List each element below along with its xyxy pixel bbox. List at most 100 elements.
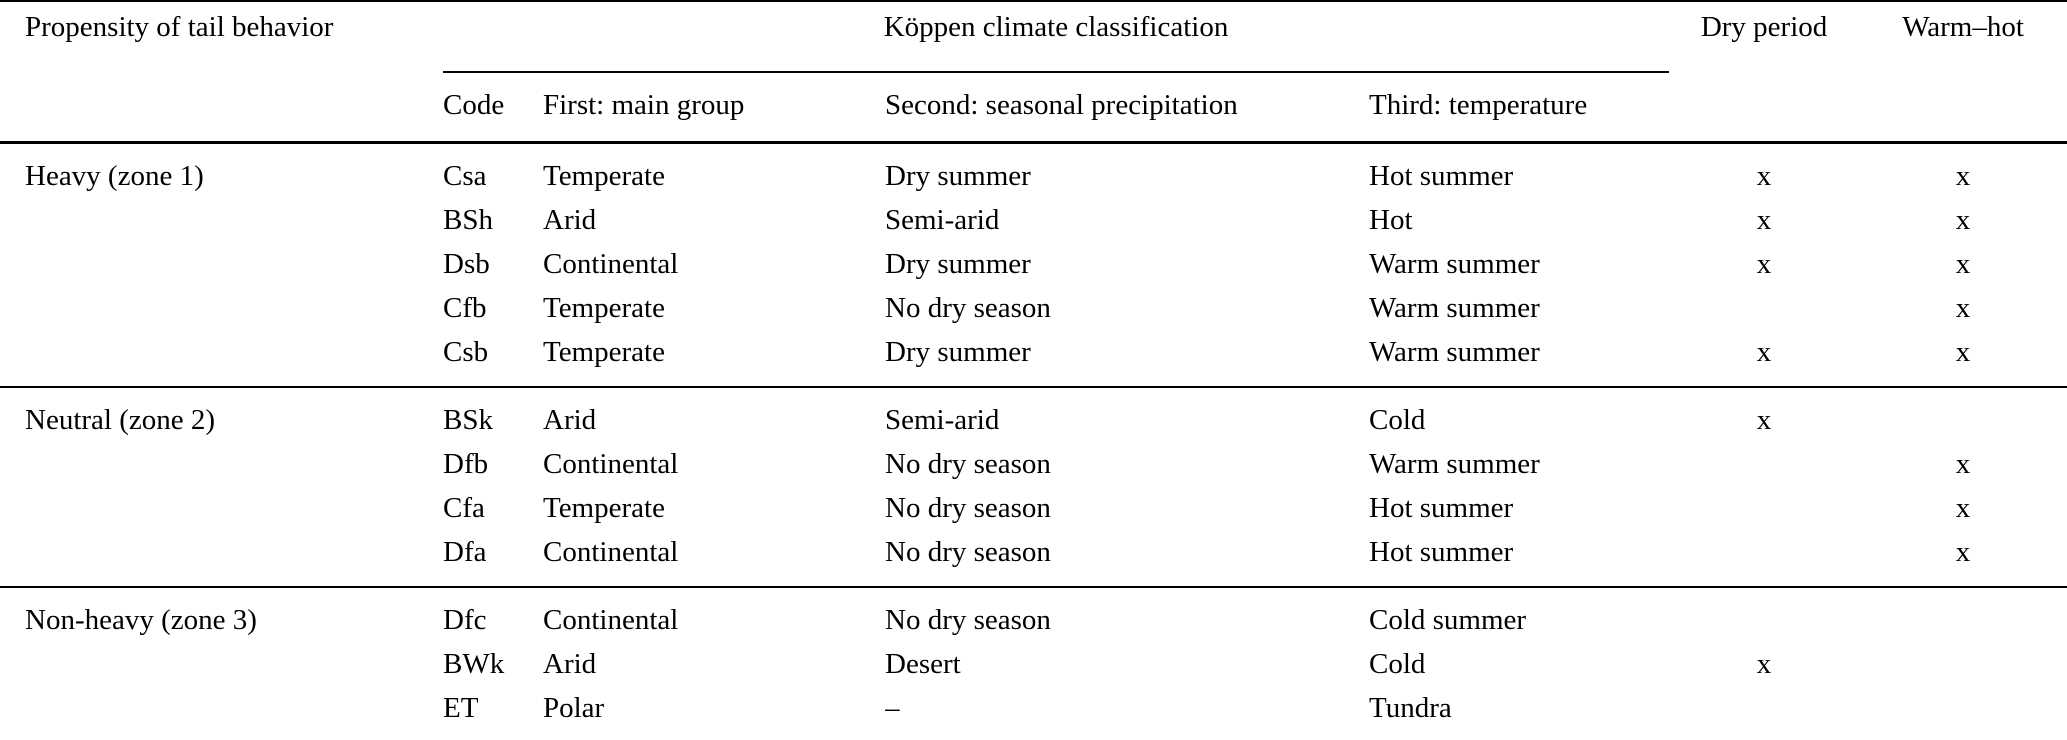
table-row: BWk Arid Desert Cold x — [0, 642, 2067, 686]
warm-hot-mark: x — [1955, 247, 1971, 280]
header-main-group: First: main group — [543, 72, 885, 144]
code-cell: BWk — [443, 647, 505, 680]
dry-period-mark: x — [1756, 335, 1772, 368]
main-group-cell: Arid — [543, 647, 597, 680]
warm-hot-mark — [1859, 642, 2067, 686]
main-group-cell: Temperate — [543, 335, 665, 368]
zone-label-cell — [0, 530, 443, 587]
dry-period-mark: x — [1669, 386, 1860, 442]
temperature-cell: Cold — [1369, 386, 1670, 442]
main-group-cell: Arid — [543, 386, 885, 442]
code-cell: ET — [443, 691, 479, 724]
code-cell: Cfb — [443, 291, 487, 324]
code-cell: Dfb — [443, 447, 489, 480]
dry-period-mark: x — [1756, 247, 1772, 280]
header-temperature: Third: temperature — [1369, 72, 1670, 144]
table-row: Csb Temperate Dry summer Warm summer x x — [0, 330, 2067, 387]
temperature-cell: Warm summer — [1369, 247, 1540, 280]
code-cell: BSh — [443, 203, 493, 236]
dry-period-mark: x — [1756, 647, 1772, 680]
table-row: Cfa Temperate No dry season Hot summer x — [0, 486, 2067, 530]
header-row-groups: Propensity of tail behavior Köppen clima… — [0, 1, 2067, 144]
temperature-cell: Hot summer — [1369, 535, 1514, 568]
code-cell: Dfc — [443, 586, 543, 642]
temperature-cell: Tundra — [1369, 691, 1452, 724]
temperature-cell: Cold summer — [1369, 586, 1670, 642]
dry-period-mark — [1669, 486, 1859, 530]
table-row: Dsb Continental Dry summer Warm summer x x — [0, 242, 2067, 286]
precipitation-cell: No dry season — [885, 586, 1369, 642]
warm-hot-mark: x — [1955, 203, 1971, 236]
zone-section: Neutral (zone 2) BSk Arid Semi-arid Cold x Dfb… — [0, 386, 2067, 587]
zone-label-cell — [0, 286, 443, 330]
dry-period-mark: x — [1756, 203, 1772, 236]
zone-label-cell — [0, 486, 443, 530]
zone-label-cell — [0, 242, 443, 286]
table-row: Non-heavy (zone 3) Dfc Continental No dry s… — [0, 586, 2067, 642]
dry-period-mark: x — [1756, 159, 1772, 192]
precipitation-cell: Desert — [885, 647, 961, 680]
warm-hot-mark: x — [1955, 447, 1971, 480]
zone-label-cell — [0, 642, 443, 686]
header-koppen-group: Köppen climate classification — [443, 1, 1670, 73]
main-group-cell: Polar — [543, 691, 605, 724]
temperature-cell: Warm summer — [1369, 447, 1540, 480]
precipitation-cell: Dry summer — [885, 159, 1031, 192]
zone-section: Non-heavy (zone 3) Dfc Continental No dry s… — [0, 586, 2067, 740]
table-row: Neutral (zone 2) BSk Arid Semi-arid Cold x — [0, 386, 2067, 442]
precipitation-cell: No dry season — [885, 447, 1051, 480]
main-group-cell: Temperate — [543, 159, 665, 192]
zone-label-cell: Neutral (zone 2) — [0, 386, 443, 442]
precipitation-cell: Semi-arid — [885, 386, 1369, 442]
main-group-cell: Continental — [543, 447, 679, 480]
zone-label-cell — [0, 686, 443, 740]
zone-label-cell: Heavy (zone 1) — [25, 159, 204, 192]
header-warm-hot: Warm–hot — [1859, 1, 2067, 144]
dry-period-mark — [1669, 686, 1859, 740]
temperature-cell: Warm summer — [1369, 335, 1540, 368]
zone-label-cell: Non-heavy (zone 3) — [0, 586, 443, 642]
warm-hot-mark: x — [1955, 491, 1971, 524]
code-cell: Cfa — [443, 491, 485, 524]
main-group-cell: Continental — [543, 247, 679, 280]
header-propensity: Propensity of tail behavior — [0, 1, 443, 144]
main-group-cell: Continental — [543, 535, 679, 568]
temperature-cell: Hot summer — [1369, 159, 1514, 192]
main-group-cell: Temperate — [543, 491, 665, 524]
precipitation-cell: No dry season — [885, 291, 1051, 324]
warm-hot-mark: x — [1955, 291, 1971, 324]
code-cell: Csb — [443, 335, 489, 368]
dry-period-mark — [1669, 530, 1859, 587]
code-cell: BSk — [443, 386, 543, 442]
header-code: Code — [443, 72, 543, 144]
table-header: Propensity of tail behavior Köppen clima… — [0, 1, 2067, 144]
dry-period-mark — [1669, 442, 1859, 486]
precipitation-cell: Dry summer — [885, 335, 1031, 368]
dry-period-mark — [1669, 286, 1859, 330]
warm-hot-mark — [1859, 686, 2067, 740]
table-row: Heavy (zone 1) Csa Temperate Dry summer Hot … — [0, 143, 2067, 199]
precipitation-cell: Dry summer — [885, 247, 1031, 280]
dry-period-mark — [1669, 586, 1860, 642]
warm-hot-mark: x — [1955, 335, 1971, 368]
code-cell: Csa — [443, 159, 487, 192]
warm-hot-mark: x — [1955, 159, 1971, 192]
header-dry-period: Dry period — [1669, 1, 1860, 144]
header-row-subcolumns: Code First: main group Second: seasonal … — [0, 72, 2067, 144]
temperature-cell: Hot — [1369, 203, 1413, 236]
table-row: ET Polar – Tundra — [0, 686, 2067, 740]
table-row: Dfa Continental No dry season Hot summer x — [0, 530, 2067, 587]
warm-hot-mark — [1859, 586, 2067, 642]
code-cell: Dsb — [443, 247, 490, 280]
temperature-cell: Hot summer — [1369, 491, 1514, 524]
zone-label-cell — [0, 442, 443, 486]
temperature-cell: Cold — [1369, 647, 1426, 680]
table-row: Cfb Temperate No dry season Warm summer x — [0, 286, 2067, 330]
zone-label-cell — [0, 330, 443, 387]
warm-hot-mark: x — [1955, 535, 1971, 568]
table-row: Dfb Continental No dry season Warm summer x — [0, 442, 2067, 486]
table-row: BSh Arid Semi-arid Hot x x — [0, 198, 2067, 242]
precipitation-cell: No dry season — [885, 535, 1051, 568]
